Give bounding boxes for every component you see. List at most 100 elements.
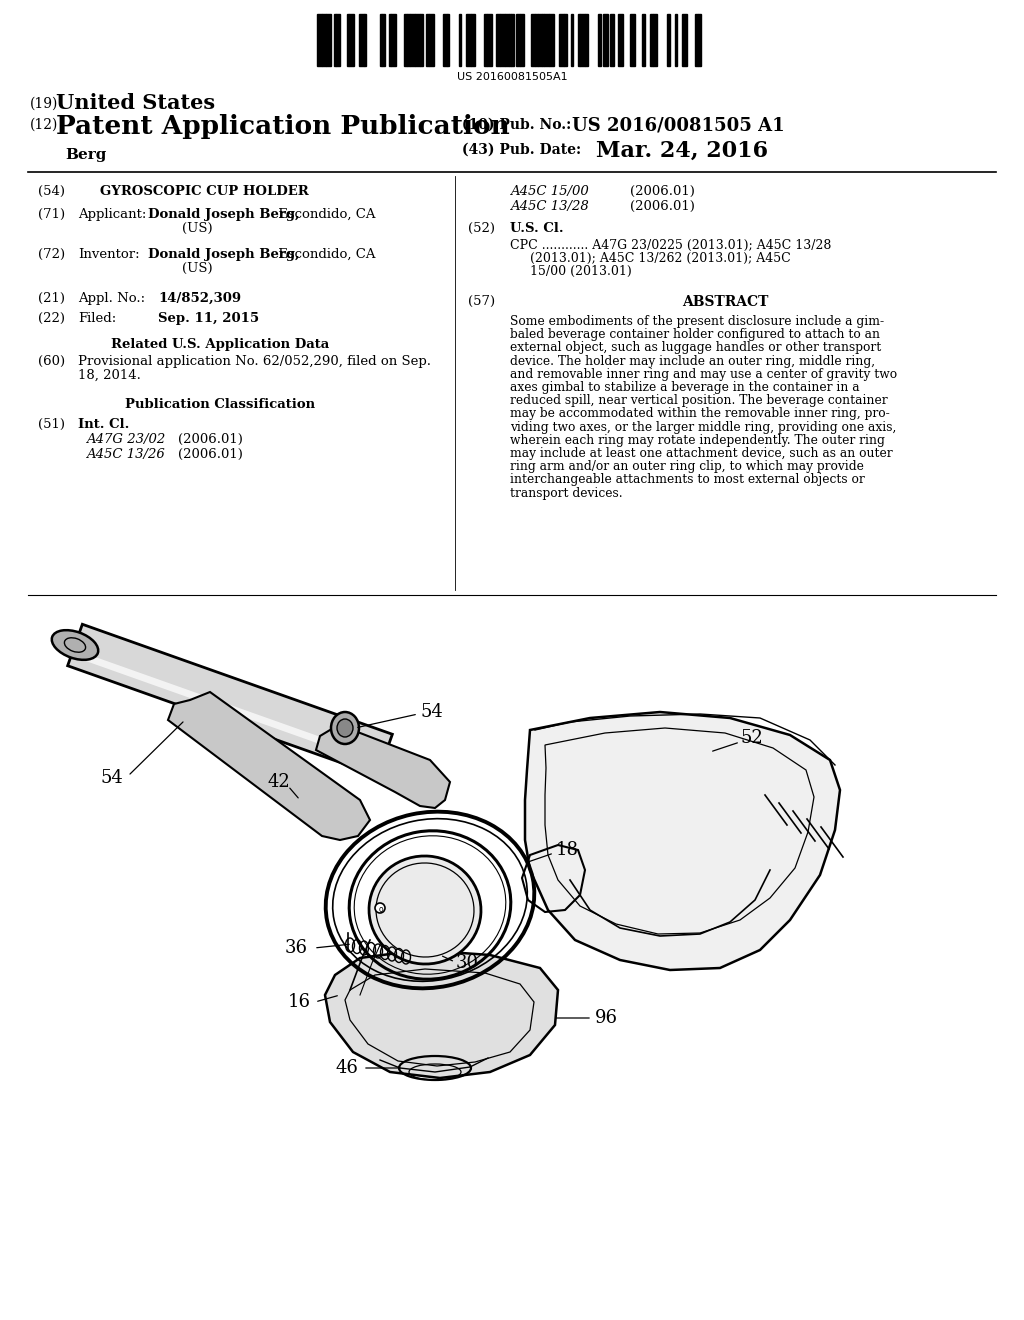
Text: Publication Classification: Publication Classification <box>125 399 315 411</box>
Bar <box>531 15 535 66</box>
Bar <box>382 15 385 66</box>
Bar <box>404 15 407 66</box>
Text: 46: 46 <box>335 1059 357 1077</box>
Text: (71): (71) <box>38 209 66 220</box>
Text: (21): (21) <box>38 292 65 305</box>
Text: (72): (72) <box>38 248 66 261</box>
Text: (43) Pub. Date:: (43) Pub. Date: <box>462 143 582 157</box>
Text: device. The holder may include an outer ring, middle ring,: device. The holder may include an outer … <box>510 355 876 367</box>
Polygon shape <box>316 726 450 808</box>
Text: Sep. 11, 2015: Sep. 11, 2015 <box>158 312 259 325</box>
Text: Mar. 24, 2016: Mar. 24, 2016 <box>596 140 768 162</box>
Bar <box>549 15 554 66</box>
Text: 14/852,309: 14/852,309 <box>158 292 241 305</box>
Bar <box>410 15 415 66</box>
Text: 54: 54 <box>420 704 442 721</box>
Text: Filed:: Filed: <box>78 312 117 325</box>
Ellipse shape <box>331 711 359 744</box>
Text: axes gimbal to stabilize a beverage in the container in a: axes gimbal to stabilize a beverage in t… <box>510 381 859 393</box>
Text: transport devices.: transport devices. <box>510 487 623 499</box>
Text: may be accommodated within the removable inner ring, pro-: may be accommodated within the removable… <box>510 408 890 420</box>
Bar <box>487 15 492 66</box>
Bar <box>580 15 585 66</box>
Bar <box>598 15 601 66</box>
Text: Escondido, CA: Escondido, CA <box>274 248 376 261</box>
Text: (19): (19) <box>30 96 58 111</box>
Bar <box>571 15 573 66</box>
Text: US 2016/0081505 A1: US 2016/0081505 A1 <box>572 116 784 135</box>
Text: (52): (52) <box>468 222 495 235</box>
Text: US 20160081505A1: US 20160081505A1 <box>457 73 567 82</box>
Text: Provisional application No. 62/052,290, filed on Sep.: Provisional application No. 62/052,290, … <box>78 355 431 368</box>
Bar <box>520 15 524 66</box>
Bar <box>443 15 447 66</box>
Bar <box>516 15 520 66</box>
Bar <box>407 15 410 66</box>
Text: 15/00 (2013.01): 15/00 (2013.01) <box>530 265 632 279</box>
Bar <box>447 15 449 66</box>
Text: 16: 16 <box>288 993 311 1011</box>
Text: (2013.01); A45C 13/262 (2013.01); A45C: (2013.01); A45C 13/262 (2013.01); A45C <box>530 252 791 265</box>
Bar <box>349 15 354 66</box>
Text: Inventor:: Inventor: <box>78 248 139 261</box>
Bar <box>585 15 588 66</box>
Text: 30: 30 <box>456 954 479 972</box>
Text: (60): (60) <box>38 355 66 368</box>
Text: A45C 15/00: A45C 15/00 <box>510 185 589 198</box>
Bar <box>496 15 500 66</box>
Bar <box>500 15 505 66</box>
Text: (US): (US) <box>182 261 213 275</box>
Bar <box>544 15 549 66</box>
Bar <box>426 15 429 66</box>
Bar <box>334 15 336 66</box>
Text: viding two axes, or the larger middle ring, providing one axis,: viding two axes, or the larger middle ri… <box>510 421 896 433</box>
Ellipse shape <box>52 630 98 660</box>
Bar <box>484 15 487 66</box>
Text: Appl. No.:: Appl. No.: <box>78 292 145 305</box>
Text: (51): (51) <box>38 418 65 432</box>
Text: (2006.01): (2006.01) <box>630 201 695 213</box>
Bar <box>391 15 396 66</box>
Bar <box>675 15 677 66</box>
Text: (57): (57) <box>468 294 496 308</box>
Text: Int. Cl.: Int. Cl. <box>78 418 129 432</box>
Bar <box>420 15 423 66</box>
Text: U.S. Cl.: U.S. Cl. <box>510 222 563 235</box>
Text: 42: 42 <box>268 774 291 791</box>
Bar <box>610 15 614 66</box>
Text: Escondido, CA: Escondido, CA <box>274 209 376 220</box>
Bar <box>326 15 331 66</box>
Text: ring arm and/or an outer ring clip, to which may provide: ring arm and/or an outer ring clip, to w… <box>510 461 864 473</box>
Polygon shape <box>168 692 370 840</box>
Ellipse shape <box>337 719 353 737</box>
Text: Applicant:: Applicant: <box>78 209 146 220</box>
Text: wherein each ring may rotate independently. The outer ring: wherein each ring may rotate independent… <box>510 434 885 446</box>
Bar <box>603 15 608 66</box>
Text: ABSTRACT: ABSTRACT <box>682 294 768 309</box>
Text: 96: 96 <box>595 1008 618 1027</box>
Polygon shape <box>525 711 840 970</box>
Text: A47G 23/02: A47G 23/02 <box>86 433 165 446</box>
Bar <box>698 15 701 66</box>
Text: Donald Joseph Berg,: Donald Joseph Berg, <box>148 209 300 220</box>
Text: external object, such as luggage handles or other transport: external object, such as luggage handles… <box>510 342 882 354</box>
Text: (54): (54) <box>38 185 65 198</box>
Bar <box>559 15 564 66</box>
Bar <box>466 15 471 66</box>
Text: and removable inner ring and may use a center of gravity two: and removable inner ring and may use a c… <box>510 368 897 380</box>
Text: Some embodiments of the present disclosure include a gim-: Some embodiments of the present disclosu… <box>510 315 884 327</box>
Bar <box>347 15 349 66</box>
Text: o: o <box>379 904 383 913</box>
Bar <box>336 15 340 66</box>
Bar <box>511 15 514 66</box>
Text: CPC ............ A47G 23/0225 (2013.01); A45C 13/28: CPC ............ A47G 23/0225 (2013.01);… <box>510 239 831 252</box>
Bar <box>542 15 544 66</box>
Bar <box>471 15 475 66</box>
Bar <box>317 15 322 66</box>
Text: Related U.S. Application Data: Related U.S. Application Data <box>111 338 329 351</box>
Text: reduced spill, near vertical position. The beverage container: reduced spill, near vertical position. T… <box>510 395 888 407</box>
Bar <box>578 15 580 66</box>
Bar <box>682 15 687 66</box>
Bar <box>509 15 511 66</box>
Text: baled beverage container holder configured to attach to an: baled beverage container holder configur… <box>510 329 880 341</box>
